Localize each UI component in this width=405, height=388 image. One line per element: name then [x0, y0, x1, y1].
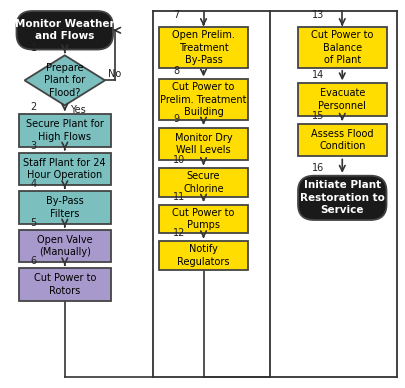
Text: Cut Power to
Prelim. Treatment
Building: Cut Power to Prelim. Treatment Building [160, 82, 246, 117]
Text: 13: 13 [311, 10, 324, 21]
FancyBboxPatch shape [19, 230, 111, 262]
FancyBboxPatch shape [297, 124, 386, 156]
Text: 12: 12 [173, 228, 185, 238]
Text: Secure Plant for
High Flows: Secure Plant for High Flows [26, 119, 103, 142]
Text: Monitor Weather
and Flows: Monitor Weather and Flows [15, 19, 114, 42]
Text: 7: 7 [173, 10, 179, 21]
Text: Cut Power to
Pumps: Cut Power to Pumps [172, 208, 234, 230]
Text: Cut Power to
Rotors: Cut Power to Rotors [34, 273, 96, 296]
FancyBboxPatch shape [19, 191, 111, 224]
Text: Prepare
Plant for
Flood?: Prepare Plant for Flood? [44, 63, 85, 98]
Text: Notify
Regulators: Notify Regulators [177, 244, 229, 267]
Text: Initiate Plant
Restoration to
Service: Initiate Plant Restoration to Service [299, 180, 384, 215]
FancyBboxPatch shape [297, 28, 386, 68]
FancyBboxPatch shape [19, 114, 111, 147]
FancyBboxPatch shape [19, 152, 111, 185]
Text: Evacuate
Personnel: Evacuate Personnel [318, 88, 365, 111]
FancyBboxPatch shape [159, 28, 247, 68]
Text: Assess Flood
Condition: Assess Flood Condition [310, 129, 373, 151]
Text: Monitor Dry
Well Levels: Monitor Dry Well Levels [174, 133, 232, 155]
FancyBboxPatch shape [297, 176, 386, 220]
Text: Yes: Yes [69, 105, 85, 115]
Text: No: No [108, 69, 121, 78]
FancyBboxPatch shape [159, 204, 247, 234]
Text: Open Valve
(Manually): Open Valve (Manually) [37, 235, 92, 257]
Text: 6: 6 [30, 256, 36, 266]
Text: Open Prelim.
Treatment
By-Pass: Open Prelim. Treatment By-Pass [172, 30, 234, 65]
Text: Secure
Chlorine: Secure Chlorine [183, 171, 223, 194]
Text: Staff Plant for 24
Hour Operation: Staff Plant for 24 Hour Operation [23, 158, 106, 180]
Text: 16: 16 [311, 163, 324, 173]
Text: By-Pass
Filters: By-Pass Filters [46, 196, 83, 219]
Text: 1: 1 [30, 43, 36, 54]
Text: 11: 11 [173, 192, 185, 201]
Text: 9: 9 [173, 114, 179, 125]
Text: 15: 15 [311, 111, 324, 121]
Text: 3: 3 [30, 141, 36, 151]
FancyBboxPatch shape [159, 241, 247, 270]
Polygon shape [24, 55, 105, 106]
FancyBboxPatch shape [159, 128, 247, 160]
Text: 2: 2 [30, 102, 37, 112]
Text: 4: 4 [30, 179, 36, 189]
Text: 8: 8 [173, 66, 179, 76]
Text: 10: 10 [173, 155, 185, 165]
Text: 5: 5 [30, 218, 37, 228]
FancyBboxPatch shape [297, 83, 386, 116]
Text: 14: 14 [311, 70, 324, 80]
FancyBboxPatch shape [159, 168, 247, 197]
FancyBboxPatch shape [159, 80, 247, 120]
Text: Cut Power to
Balance
of Plant: Cut Power to Balance of Plant [310, 30, 373, 65]
FancyBboxPatch shape [19, 268, 111, 301]
FancyBboxPatch shape [17, 11, 113, 50]
